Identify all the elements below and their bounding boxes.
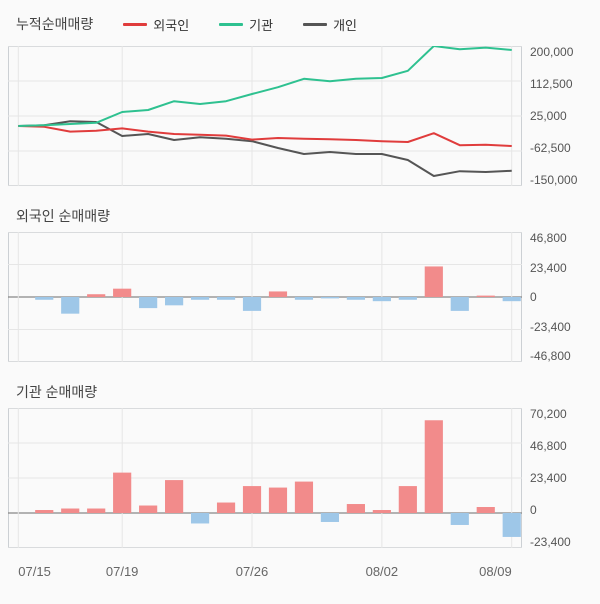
panel2-chart-wrap: 46,800 23,400 0 -23,400 -46,800 bbox=[8, 232, 592, 362]
legend-swatch-individual bbox=[303, 23, 327, 26]
panel3-section: 70,200 46,800 23,400 0 -23,400 bbox=[8, 408, 592, 548]
panel3-svg bbox=[8, 408, 522, 548]
y-tick-label: -23,400 bbox=[530, 536, 571, 548]
legend-label-individual: 개인 bbox=[333, 15, 357, 34]
legend-label-foreigner: 외국인 bbox=[153, 15, 189, 34]
legend-foreigner: 외국인 bbox=[123, 15, 189, 34]
legend-individual: 개인 bbox=[303, 15, 357, 34]
y-tick-label: 46,800 bbox=[530, 232, 567, 244]
y-tick-label: 23,400 bbox=[530, 262, 567, 274]
y-tick-label: 0 bbox=[530, 291, 537, 303]
y-tick-label: -46,800 bbox=[530, 350, 571, 362]
y-tick-label: 112,500 bbox=[530, 78, 573, 90]
x-tick-label: 08/02 bbox=[366, 564, 399, 579]
panel1-svg bbox=[8, 46, 522, 186]
y-tick-label: -150,000 bbox=[530, 174, 577, 186]
panel3-title: 기관 순매매량 bbox=[8, 372, 592, 408]
panel1-chart-wrap: 200,000 112,500 25,000 -62,500 -150,000 bbox=[8, 46, 592, 186]
y-tick-label: 70,200 bbox=[530, 408, 567, 420]
x-tick-label: 07/19 bbox=[106, 564, 139, 579]
y-tick-label: -62,500 bbox=[530, 142, 571, 154]
panel3-yaxis: 70,200 46,800 23,400 0 -23,400 bbox=[522, 408, 592, 548]
panel1-title: 누적순매매량 bbox=[16, 14, 93, 34]
y-tick-label: 200,000 bbox=[530, 46, 573, 58]
x-tick-label: 07/15 bbox=[18, 564, 51, 579]
x-tick-label: 08/09 bbox=[479, 564, 512, 579]
y-tick-label: 0 bbox=[530, 504, 537, 516]
x-tick-label: 07/26 bbox=[236, 564, 269, 579]
legend-label-institution: 기관 bbox=[249, 15, 273, 34]
panel1-yaxis: 200,000 112,500 25,000 -62,500 -150,000 bbox=[522, 46, 592, 186]
panel3-chart-area bbox=[8, 408, 522, 548]
panel2-title: 외국인 순매매량 bbox=[8, 196, 592, 232]
chart-container: 누적순매매량 외국인 기관 개인 200,000 112,500 25,000 -62… bbox=[0, 0, 600, 590]
legend-swatch-foreigner bbox=[123, 23, 147, 26]
panel2-chart-area bbox=[8, 232, 522, 362]
panel1-section: 200,000 112,500 25,000 -62,500 -150,000 bbox=[8, 46, 592, 186]
x-axis: 07/15 07/19 07/26 08/02 08/09 bbox=[8, 558, 592, 582]
panel2-svg bbox=[8, 232, 522, 362]
x-axis-inner: 07/15 07/19 07/26 08/02 08/09 bbox=[8, 564, 522, 582]
panel1-header: 누적순매매량 외국인 기관 개인 bbox=[8, 10, 592, 46]
y-tick-label: 25,000 bbox=[530, 110, 567, 122]
panel3-chart-wrap: 70,200 46,800 23,400 0 -23,400 bbox=[8, 408, 592, 548]
y-tick-label: -23,400 bbox=[530, 321, 571, 333]
legend-swatch-institution bbox=[219, 23, 243, 26]
panel2-section: 46,800 23,400 0 -23,400 -46,800 bbox=[8, 232, 592, 362]
legend-institution: 기관 bbox=[219, 15, 273, 34]
y-tick-label: 23,400 bbox=[530, 472, 567, 484]
panel2-yaxis: 46,800 23,400 0 -23,400 -46,800 bbox=[522, 232, 592, 362]
y-tick-label: 46,800 bbox=[530, 440, 567, 452]
panel1-chart-area bbox=[8, 46, 522, 186]
